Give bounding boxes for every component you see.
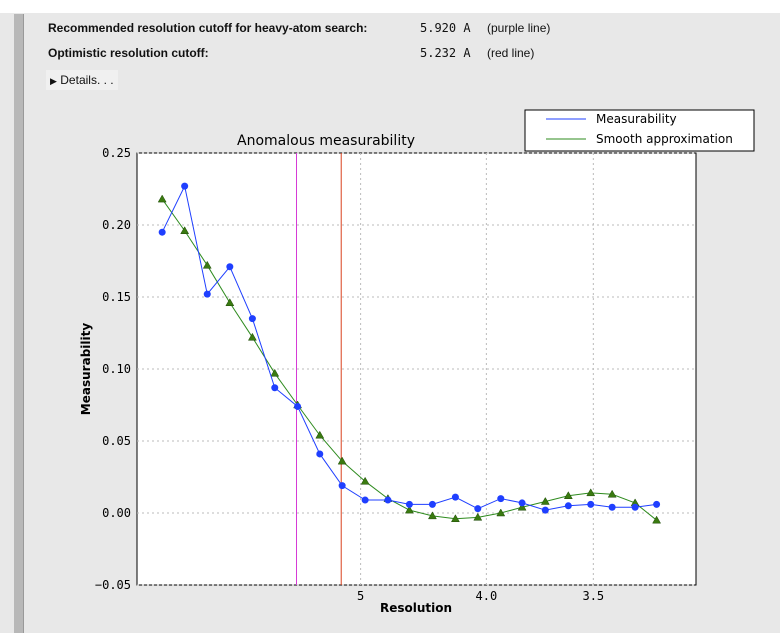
data-point-measurability — [405, 500, 413, 508]
optimistic-value: 5.232 A — [420, 46, 471, 60]
y-tick-label: 0.00 — [102, 506, 131, 520]
data-point-measurability — [497, 495, 505, 503]
data-point-smooth — [607, 489, 617, 498]
data-point-smooth — [247, 332, 257, 341]
data-point-measurability — [203, 290, 211, 298]
data-point-measurability — [361, 496, 369, 504]
y-tick-label: −0.05 — [95, 578, 131, 592]
legend-label-measurability: Measurability — [596, 112, 677, 126]
optimistic-note: (red line) — [487, 46, 535, 60]
data-point-smooth — [450, 514, 460, 523]
data-point-measurability — [384, 496, 392, 504]
y-tick-label: 0.05 — [102, 434, 131, 448]
legend-label-smooth: Smooth approximation — [596, 132, 733, 146]
data-point-measurability — [181, 182, 189, 190]
data-point-measurability — [608, 503, 616, 511]
data-point-smooth — [360, 476, 370, 485]
data-point-measurability — [474, 505, 482, 513]
data-point-smooth — [540, 496, 550, 505]
y-tick-label: 0.20 — [102, 218, 131, 232]
data-point-smooth — [563, 491, 573, 499]
data-point-smooth — [404, 505, 414, 514]
disclosure-triangle-icon: ▶ — [50, 76, 57, 86]
left-scrollbar[interactable] — [14, 14, 24, 633]
data-point-measurability — [518, 499, 526, 507]
x-tick-label: 3.5 — [582, 589, 604, 603]
data-point-measurability — [428, 500, 436, 508]
data-point-measurability — [451, 493, 459, 501]
data-point-measurability — [631, 503, 639, 511]
recommended-note: (purple line) — [487, 21, 551, 35]
data-point-measurability — [158, 228, 166, 236]
data-point-smooth — [586, 488, 596, 497]
legend: Measurability Smooth approximation — [524, 109, 755, 152]
data-point-smooth — [473, 512, 483, 521]
data-point-measurability — [564, 502, 572, 510]
data-point-measurability — [587, 500, 595, 508]
data-point-measurability — [294, 402, 302, 410]
data-point-smooth — [180, 226, 190, 235]
data-point-smooth — [202, 260, 212, 269]
data-point-smooth — [496, 508, 506, 517]
data-point-smooth — [517, 502, 527, 511]
data-point-smooth — [225, 298, 235, 307]
chart-title: Anomalous measurability — [237, 133, 415, 149]
data-point-measurability — [653, 500, 661, 508]
data-point-smooth — [652, 515, 662, 524]
details-label: Details. . . — [60, 73, 114, 87]
optimistic-label: Optimistic resolution cutoff: — [48, 46, 209, 60]
y-tick-label: 0.25 — [102, 146, 131, 160]
data-point-measurability — [248, 315, 256, 323]
data-point-smooth — [337, 456, 347, 465]
y-tick-label: 0.15 — [102, 290, 131, 304]
data-point-smooth — [427, 511, 437, 520]
data-point-smooth — [270, 368, 280, 377]
x-tick-label: 4.0 — [476, 589, 498, 603]
x-tick-label: 5 — [357, 589, 364, 603]
data-point-smooth — [315, 430, 325, 439]
data-point-measurability — [316, 450, 324, 458]
y-axis-label: Measurability — [79, 323, 93, 416]
data-point-measurability — [226, 263, 234, 271]
y-tick-label: 0.10 — [102, 362, 131, 376]
data-point-measurability — [541, 506, 549, 514]
top-strip — [0, 0, 780, 13]
data-point-measurability — [338, 482, 346, 490]
recommended-value: 5.920 A — [420, 21, 471, 35]
recommended-label: Recommended resolution cutoff for heavy-… — [48, 21, 368, 35]
data-point-measurability — [271, 384, 279, 392]
x-axis-label: Resolution — [380, 601, 452, 615]
data-point-smooth — [157, 194, 167, 203]
details-disclosure[interactable]: ▶ Details. . . — [46, 70, 118, 90]
